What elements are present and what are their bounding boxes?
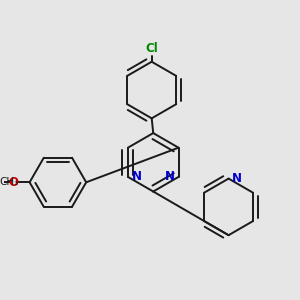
Text: N: N — [165, 170, 175, 183]
Text: Cl: Cl — [145, 42, 158, 55]
Text: O: O — [9, 176, 19, 189]
Text: N: N — [232, 172, 242, 185]
Text: CH₃: CH₃ — [0, 177, 19, 187]
Text: N: N — [132, 170, 142, 183]
